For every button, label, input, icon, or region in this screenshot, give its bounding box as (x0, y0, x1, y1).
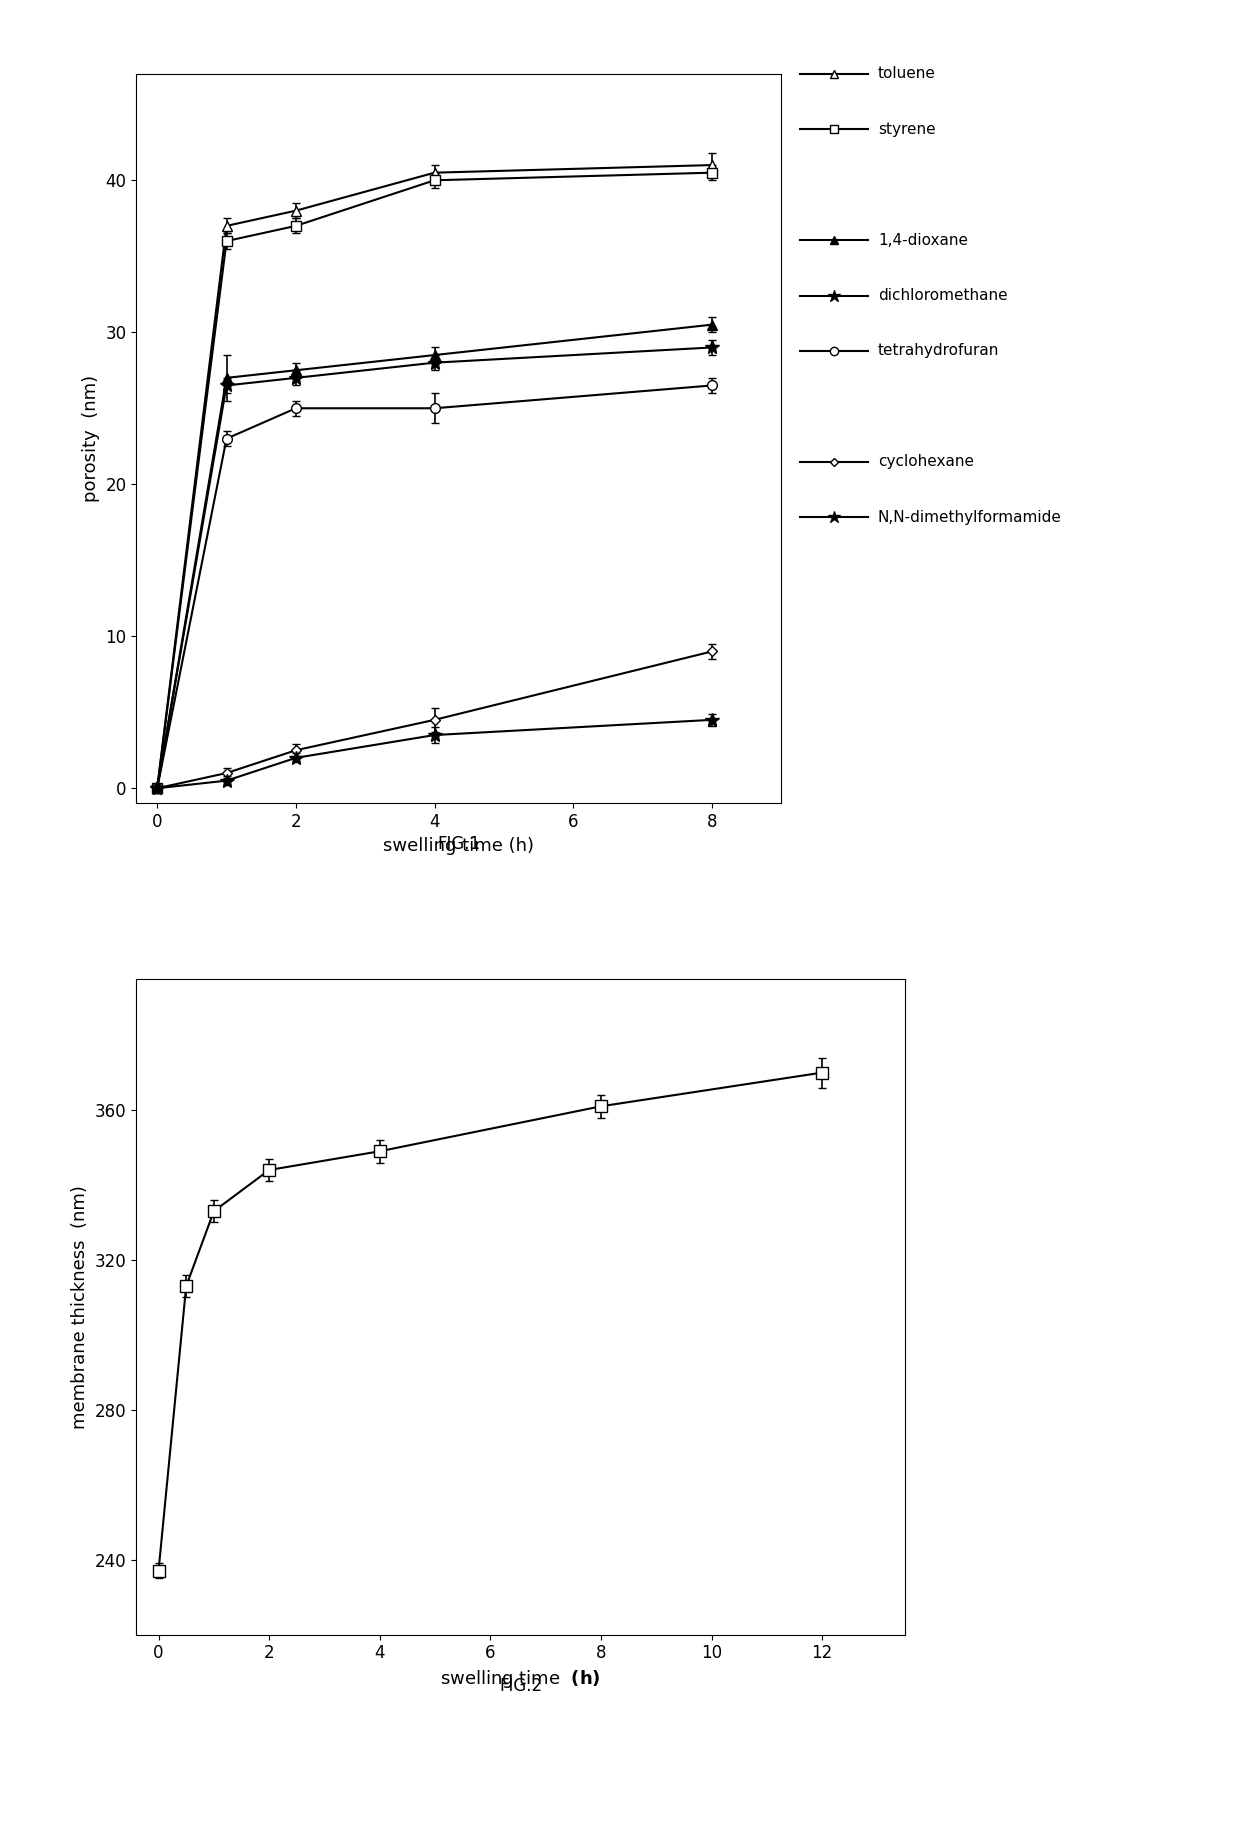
Text: FIG.2: FIG.2 (500, 1677, 542, 1696)
Text: dichloromethane: dichloromethane (878, 288, 1008, 303)
Text: tetrahydrofuran: tetrahydrofuran (878, 344, 999, 358)
Text: toluene: toluene (878, 66, 936, 81)
Text: N,N-dimethylformamide: N,N-dimethylformamide (878, 510, 1061, 525)
X-axis label: swelling time  $\bf{(h)}$: swelling time $\bf{(h)}$ (440, 1668, 601, 1690)
Text: 1,4-dioxane: 1,4-dioxane (878, 233, 968, 247)
Text: styrene: styrene (878, 122, 935, 137)
X-axis label: swelling time (h): swelling time (h) (383, 837, 534, 855)
Text: cyclohexane: cyclohexane (878, 454, 973, 469)
Text: FIG.1: FIG.1 (438, 835, 480, 853)
Y-axis label: porosity  (nm): porosity (nm) (82, 375, 100, 502)
Y-axis label: membrane thickness  (nm): membrane thickness (nm) (72, 1184, 89, 1430)
